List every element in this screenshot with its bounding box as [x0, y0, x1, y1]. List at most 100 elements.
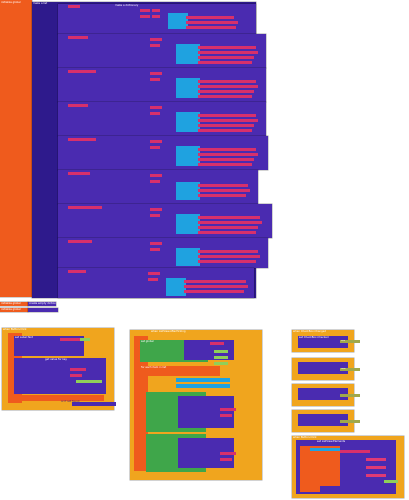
value-chip[interactable]	[198, 255, 260, 258]
value-chip[interactable]	[198, 114, 256, 117]
list-block[interactable]	[168, 13, 188, 29]
value-chip[interactable]	[150, 44, 160, 47]
value-chip[interactable]	[220, 408, 236, 411]
list-block[interactable]	[176, 182, 200, 200]
value-chip[interactable]	[198, 189, 250, 192]
true-chip[interactable]	[340, 394, 360, 397]
value-chip[interactable]	[384, 480, 398, 483]
value-chip[interactable]	[150, 38, 162, 41]
value-chip[interactable]	[198, 148, 256, 151]
value-chip[interactable]	[198, 260, 256, 263]
list-block[interactable]	[176, 146, 200, 166]
set-statement[interactable]: set Label.Text	[14, 336, 84, 356]
global-variable-block[interactable]: initialize global	[0, 308, 28, 312]
false-chip[interactable]: false	[340, 368, 360, 371]
value-dictionary[interactable]	[124, 173, 178, 201]
value-dictionary[interactable]	[124, 207, 178, 235]
value-dictionary[interactable]	[124, 139, 178, 167]
value-dictionary[interactable]	[124, 71, 178, 99]
value-chip[interactable]	[70, 374, 82, 377]
value-chip[interactable]	[198, 221, 262, 224]
value-chip[interactable]	[214, 362, 228, 365]
value-chip[interactable]	[198, 158, 254, 161]
create-empty-dictionary[interactable]	[28, 308, 58, 312]
value-chip[interactable]	[198, 46, 256, 49]
global-variable-block[interactable]: initialize global	[0, 0, 32, 297]
value-chip[interactable]	[198, 163, 252, 166]
value-chip[interactable]	[184, 290, 244, 293]
value-chip[interactable]	[198, 250, 258, 253]
value-chip[interactable]	[150, 146, 160, 149]
key-chip[interactable]	[68, 172, 90, 175]
value-chip[interactable]	[198, 124, 254, 127]
key-chip[interactable]	[68, 36, 88, 39]
value-chip[interactable]	[148, 278, 158, 281]
value-chip[interactable]	[176, 378, 230, 382]
value-chip[interactable]	[150, 174, 162, 177]
create-empty-dictionary[interactable]: create empty dictionary	[28, 302, 56, 306]
value-chip[interactable]	[320, 486, 370, 492]
value-chip[interactable]	[80, 338, 90, 341]
value-dictionary[interactable]	[124, 37, 178, 65]
value-chip[interactable]	[140, 15, 150, 18]
global-variable-block[interactable]: initialize global	[0, 302, 28, 306]
value-dictionary[interactable]	[178, 396, 234, 428]
value-chip[interactable]	[198, 61, 252, 64]
value-chip[interactable]	[210, 342, 224, 345]
key-chip[interactable]	[68, 206, 102, 209]
false-chip[interactable]	[340, 420, 360, 423]
value-chip[interactable]	[140, 9, 150, 12]
value-chip[interactable]	[214, 356, 228, 359]
value-chip[interactable]	[366, 458, 386, 461]
value-chip[interactable]	[198, 231, 256, 234]
value-chip[interactable]	[186, 26, 236, 29]
value-chip[interactable]	[150, 72, 162, 75]
value-chip[interactable]	[198, 51, 258, 54]
set-checked[interactable]	[298, 362, 348, 374]
value-chip[interactable]	[72, 402, 116, 406]
value-chip[interactable]	[152, 15, 160, 18]
list-block[interactable]	[176, 248, 200, 266]
set-checked[interactable]	[298, 414, 348, 426]
value-chip[interactable]	[150, 180, 160, 183]
value-chip[interactable]	[198, 80, 256, 83]
value-chip[interactable]	[184, 285, 248, 288]
list-block[interactable]	[176, 112, 200, 132]
value-chip[interactable]	[310, 448, 340, 451]
value-chip[interactable]	[214, 350, 228, 353]
set-checked[interactable]: set CheckBox.Checked	[298, 336, 348, 348]
list-block[interactable]	[166, 278, 186, 296]
value-chip[interactable]	[184, 340, 234, 360]
value-chip[interactable]	[186, 21, 238, 24]
value-chip[interactable]	[198, 194, 246, 197]
list-block[interactable]	[176, 78, 200, 98]
value-chip[interactable]	[150, 78, 160, 81]
key-chip[interactable]	[68, 5, 80, 8]
value-chip[interactable]	[198, 90, 254, 93]
get-value-block[interactable]: get value for key	[14, 358, 106, 394]
value-chip[interactable]	[198, 153, 258, 156]
value-chip[interactable]	[220, 458, 232, 461]
value-chip[interactable]	[148, 272, 160, 275]
value-chip[interactable]	[150, 106, 162, 109]
value-chip[interactable]	[76, 380, 102, 383]
true-chip[interactable]: true	[340, 340, 360, 343]
value-chip[interactable]	[184, 280, 246, 283]
value-chip[interactable]	[150, 248, 160, 251]
value-chip[interactable]	[186, 16, 234, 19]
value-chip[interactable]	[220, 414, 232, 417]
key-chip[interactable]	[68, 270, 86, 273]
key-chip[interactable]	[68, 138, 96, 141]
value-chip[interactable]	[150, 208, 162, 211]
list-block[interactable]	[176, 44, 200, 64]
value-chip[interactable]	[150, 214, 160, 217]
value-chip[interactable]	[150, 140, 162, 143]
or-if-not-found[interactable]	[8, 395, 104, 401]
key-chip[interactable]	[68, 240, 92, 243]
value-chip[interactable]	[366, 474, 386, 477]
value-chip[interactable]	[198, 226, 258, 229]
value-chip[interactable]	[198, 184, 248, 187]
value-chip[interactable]	[198, 95, 252, 98]
key-chip[interactable]	[68, 104, 88, 107]
